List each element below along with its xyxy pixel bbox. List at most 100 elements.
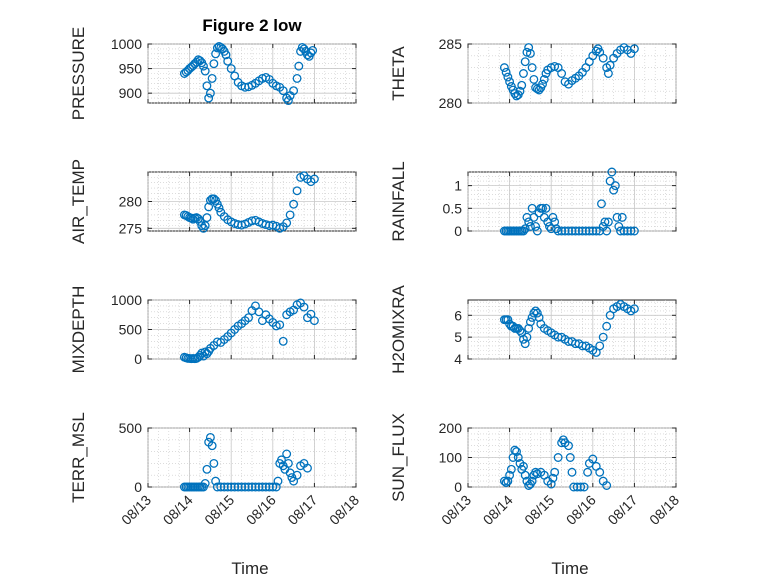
data-point: [275, 320, 285, 330]
data-point: [233, 482, 243, 492]
data-point: [569, 482, 579, 492]
subplot-rainfall-markers: [499, 167, 639, 236]
subplot-mixdepth-ylabel: MIXDEPTH: [69, 286, 88, 374]
data-point: [597, 199, 606, 209]
data-point: [303, 463, 312, 473]
data-point: [306, 48, 316, 58]
data-point: [534, 313, 544, 322]
data-point: [525, 222, 535, 231]
data-point: [629, 44, 639, 54]
data-point: [226, 64, 236, 74]
data-point: [527, 476, 537, 486]
data-point: [522, 332, 532, 342]
data-point: [525, 48, 535, 58]
data-point: [595, 341, 605, 351]
y-tick-label: 0: [454, 479, 462, 495]
y-tick-label: 100: [439, 450, 463, 466]
data-point: [519, 461, 528, 471]
data-point: [510, 445, 520, 455]
data-point: [626, 226, 636, 236]
data-point: [515, 326, 525, 336]
subplot-air-temp-markers: [179, 171, 319, 233]
y-tick-label: 1000: [111, 36, 142, 52]
data-point: [539, 74, 549, 84]
subplot-sun-flux-ylabel: SUN_FLUX: [389, 413, 408, 502]
y-tick-label: 500: [119, 322, 143, 338]
data-point: [602, 481, 612, 490]
subplot-rainfall-axes: [467, 171, 677, 232]
data-point: [515, 86, 525, 96]
y-tick-label: 280: [119, 194, 143, 210]
subplot-theta-axes: [467, 43, 677, 104]
data-point: [524, 217, 534, 227]
y-tick-label: 6: [454, 307, 462, 323]
subplot-theta-markers: [499, 43, 639, 101]
data-point: [629, 304, 639, 314]
data-point: [605, 176, 615, 186]
y-tick-label: 4: [454, 351, 462, 367]
data-point: [527, 203, 537, 213]
y-tick-label: 200: [439, 420, 463, 436]
data-point: [292, 470, 302, 480]
data-point: [216, 482, 226, 492]
data-point: [605, 60, 615, 70]
data-point: [230, 482, 240, 492]
data-point: [588, 226, 598, 236]
y-tick-label: 0: [134, 479, 142, 495]
data-point: [219, 482, 229, 492]
data-point: [595, 467, 605, 477]
data-point: [616, 226, 625, 236]
data-point: [308, 45, 318, 55]
data-point: [207, 441, 217, 451]
data-point: [564, 441, 573, 451]
data-point: [520, 224, 530, 234]
data-point: [292, 186, 302, 196]
data-point: [212, 43, 222, 53]
data-point: [520, 57, 530, 67]
data-point: [205, 432, 215, 442]
data-point: [513, 453, 523, 462]
subplot-h2omixra: 4 5 6 H2OMIXRA: [389, 284, 677, 374]
data-point: [532, 226, 542, 236]
y-tick-label: 5: [454, 329, 462, 345]
y-tick-label: 275: [119, 220, 143, 236]
data-point: [223, 56, 233, 66]
data-point: [567, 467, 577, 477]
data-point: [503, 72, 513, 82]
data-point: [612, 212, 622, 222]
subplot-pressure-grid: [147, 43, 357, 104]
x-tick-label: 08/14: [480, 492, 516, 528]
subplot-rainfall-grid: [467, 171, 677, 232]
data-point: [202, 464, 212, 474]
data-point: [501, 67, 511, 77]
subplot-theta-yticks: 280 285: [439, 36, 676, 111]
subplot-rainfall-xticks: [467, 172, 677, 231]
data-point: [550, 467, 560, 477]
data-point: [200, 66, 210, 76]
data-point: [512, 447, 521, 457]
y-tick-label: 285: [439, 36, 463, 52]
data-point: [538, 79, 547, 89]
subplot-air-temp: 275 280 AIR_TEMP: [69, 159, 357, 244]
data-point: [529, 308, 539, 318]
data-point: [309, 316, 319, 326]
data-point: [299, 302, 309, 312]
data-point: [602, 226, 612, 236]
data-point: [531, 467, 541, 477]
data-point: [551, 224, 561, 234]
subplot-air-temp-yticks: 275 280: [119, 194, 356, 236]
data-point: [629, 226, 639, 236]
subplot-mixdepth-yticks: 0 500 1000: [111, 292, 356, 367]
data-point: [200, 479, 210, 488]
data-point: [209, 458, 219, 468]
data-point: [204, 202, 214, 212]
data-point: [576, 482, 586, 492]
data-point: [221, 50, 231, 60]
data-point: [289, 86, 299, 96]
x-tick-label: 08/16: [563, 492, 599, 528]
subplot-theta-xticks: [467, 44, 677, 103]
data-point: [538, 203, 547, 213]
data-point: [505, 77, 515, 87]
data-point: [519, 226, 528, 236]
data-point: [560, 226, 570, 236]
